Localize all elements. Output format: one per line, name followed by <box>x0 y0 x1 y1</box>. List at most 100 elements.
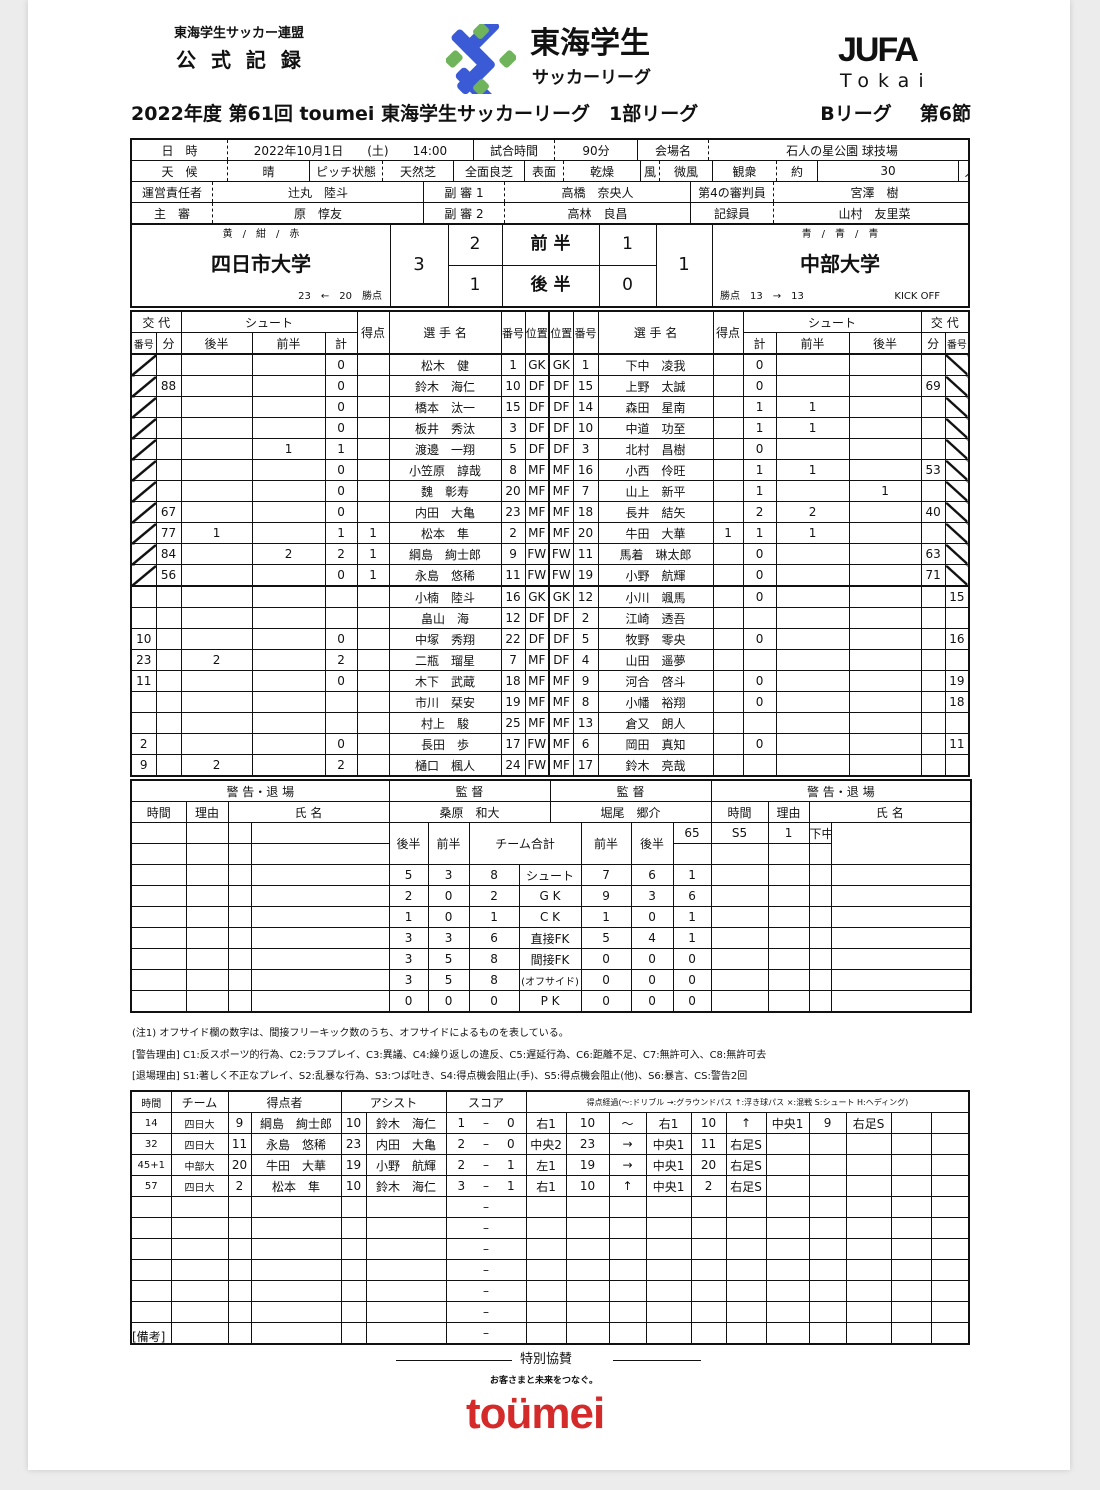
process-step <box>930 1322 970 1345</box>
home-sub-no: 2 <box>130 733 157 755</box>
home-number: 11 <box>500 564 526 587</box>
away-number: 5 <box>572 628 599 650</box>
info-row-inner: 主 審原 惇友副 審 2 高林 良昌 記録員 山村 友里菜 <box>132 203 969 223</box>
away-shots-total: 2 <box>742 501 777 523</box>
stat-away-total: 9 <box>580 885 632 907</box>
home-shots-total <box>324 585 358 608</box>
match-record-page: 東海学生サッカー連盟 公 式 記 録 東海学生 サッカーリーグ JUFA Tok… <box>28 0 1070 1470</box>
stat-away-second: 1 <box>672 906 712 928</box>
home-position: DF <box>524 417 551 439</box>
away-number: 18 <box>572 501 599 523</box>
process-step <box>845 1280 892 1302</box>
home-player-name: 渡邊 一翔 <box>388 438 502 460</box>
away-position: FW <box>548 543 574 565</box>
stat-away-second: 6 <box>672 885 712 907</box>
home-goals: 1 <box>356 564 390 587</box>
process-step: 右足S <box>725 1154 767 1176</box>
half-scores: 2 前 半 1 1 後 半 0 1 <box>448 224 713 306</box>
away-number: 7 <box>572 480 599 502</box>
home-shots-total: 2 <box>324 543 358 565</box>
home-position: DF <box>524 438 551 460</box>
goal-team <box>170 1280 229 1302</box>
process-step <box>645 1238 692 1260</box>
info-ar2-label: 副 審 2 <box>423 203 505 223</box>
record-title: 公 式 記 録 <box>176 48 305 72</box>
process-step <box>808 1196 847 1218</box>
goal-time: 14 <box>130 1112 172 1134</box>
away-sub-min: 69 <box>920 375 946 397</box>
away-card-name <box>808 843 832 865</box>
away-player-name: 長井 結矢 <box>597 501 714 523</box>
home-sub-min <box>155 607 182 629</box>
home-sub-min <box>155 459 182 481</box>
away-position: MF <box>548 733 574 755</box>
process-step <box>565 1259 610 1281</box>
info-row: 日 時 2022年10月1日 (土) 14:00 試合時間 90分 会場名 石人の星公園 … <box>131 139 969 161</box>
away-card-name <box>830 864 972 886</box>
stat-home-second: 3 <box>388 948 429 970</box>
assist-number: 10 <box>340 1175 367 1197</box>
home-number: 9 <box>500 543 526 565</box>
home-shots-total: 0 <box>324 501 358 523</box>
info-row-cell: 日 時 2022年10月1日 (土) 14:00 試合時間 90分 会場名 石人の星公園 … <box>131 139 969 161</box>
home-card-name <box>250 948 390 970</box>
home-player-name: 魏 彰寿 <box>388 480 502 502</box>
home-card-time <box>130 990 187 1013</box>
shoot-header: シュート <box>180 310 358 333</box>
away-player-name: 上野 太誠 <box>597 375 714 397</box>
home-goals <box>356 396 390 418</box>
away-goals <box>712 628 744 650</box>
home-shots-total: 0 <box>324 459 358 481</box>
away-shots-second <box>848 396 922 418</box>
home-card-reason <box>185 885 229 907</box>
away-goals: 1 <box>712 522 744 544</box>
stats-team-total-header: チーム合計 <box>468 822 582 865</box>
info-crowd-approx: 約 <box>776 161 818 181</box>
home-card-time <box>130 885 187 907</box>
info-weather-label: 天 候 <box>132 161 228 181</box>
process-step <box>890 1217 932 1239</box>
away-position: DF <box>548 628 574 650</box>
process-step <box>645 1301 692 1323</box>
players-header-row: 交 代シュート 得点選 手 名番号 位置 位置 番号選 手 名得点 シュート交 代 <box>130 310 970 355</box>
home-goals <box>356 501 390 523</box>
assist-name: 鈴木 海仁 <box>365 1112 447 1134</box>
home-sub-no <box>130 353 157 376</box>
away-shots-second <box>848 670 922 692</box>
process-step <box>725 1301 767 1323</box>
stats-away-second-header: 後半 <box>630 822 674 865</box>
info-pitch-quality: 全面良芝 <box>453 161 525 181</box>
process-step <box>725 1196 767 1218</box>
away-sub-no <box>944 480 970 502</box>
process-step <box>765 1238 810 1260</box>
home-card-reason-header: 理由 <box>185 801 229 823</box>
process-step <box>690 1217 727 1239</box>
away-shots-first <box>775 733 850 755</box>
home-position: MF <box>524 670 551 692</box>
away-shots-total: 0 <box>742 733 777 755</box>
assist-number <box>340 1301 367 1323</box>
away-shots-first <box>775 649 850 671</box>
away-sub-no <box>944 501 970 523</box>
match-title-row: 2022年度 第61回 toumei 東海学生サッカーリーグ 1部リーグ Bリー… <box>131 102 971 126</box>
away-goals <box>712 375 744 397</box>
away-shots-second <box>848 459 922 481</box>
sub-no-header: 番号 <box>130 332 157 355</box>
process-step <box>808 1175 847 1197</box>
process-step <box>890 1301 932 1323</box>
score-away: 0 <box>496 1133 527 1155</box>
home-sub-min <box>155 353 182 376</box>
home-coach-label: 監 督 <box>388 779 551 802</box>
scorer-name: 永島 悠稀 <box>250 1133 342 1155</box>
goal-row: 14 四日大 9 綱島 絢士郎 10 鈴木 海仁 1–0 右1 10 〜右1 10 ↑ 中央1 9 右足S <box>130 1112 970 1134</box>
away-card-name <box>830 885 972 907</box>
stat-home-total: 1 <box>468 906 520 928</box>
away-sub-no: 11 <box>944 733 970 755</box>
home-shots-first <box>251 712 326 734</box>
home-first-half: 2 <box>448 224 503 266</box>
info-row-inner: 日 時 2022年10月1日 (土) 14:00 試合時間 90分 会場名 石人の星公園 … <box>132 140 969 160</box>
away-shots-first: 1 <box>775 396 850 418</box>
player-row: 84 2 2 1 綱島 絢士郎 9 FW FW 11 馬着 琳太郎 0 63 <box>130 543 970 565</box>
stat-away-first: 4 <box>630 927 674 949</box>
info-row-cell: 運営責任者 辻丸 陸斗副 審 1 高橋 奈央人 第4の審判員 宮澤 樹 <box>131 181 969 203</box>
